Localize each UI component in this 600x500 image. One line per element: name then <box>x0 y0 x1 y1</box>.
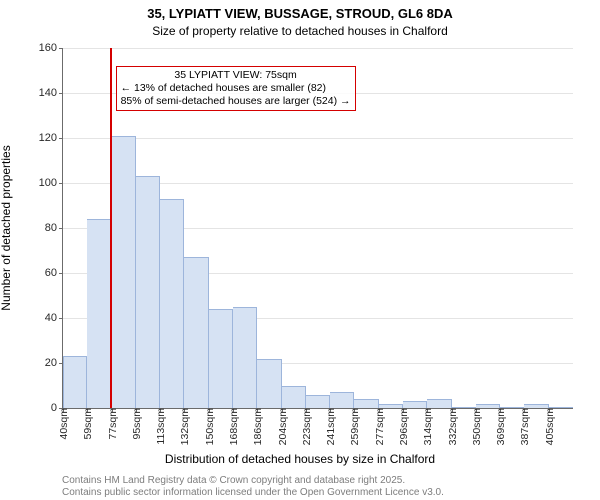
property-callout: 35 LYPIATT VIEW: 75sqm← 13% of detached … <box>116 66 356 111</box>
chart-subtitle: Size of property relative to detached ho… <box>0 24 600 38</box>
histogram-bar <box>354 399 378 408</box>
xtick-label: 332sqm <box>445 408 459 445</box>
xtick-label: 40sqm <box>56 408 70 440</box>
histogram-bar <box>136 176 160 408</box>
ytick-label: 20 <box>45 357 63 369</box>
ytick-label: 40 <box>45 312 63 324</box>
callout-line: ← 13% of detached houses are smaller (82… <box>121 82 351 95</box>
histogram-bar <box>330 392 354 408</box>
histogram-bar <box>476 404 500 409</box>
histogram-bar <box>184 257 208 408</box>
xtick-label: 277sqm <box>372 408 386 445</box>
histogram-bar <box>427 399 451 408</box>
histogram-bar <box>87 219 111 408</box>
xtick-label: 168sqm <box>226 408 240 445</box>
histogram-bar <box>500 407 524 408</box>
property-size-chart: 35, LYPIATT VIEW, BUSSAGE, STROUD, GL6 8… <box>0 0 600 500</box>
gridline-h <box>63 138 573 139</box>
y-axis-label: Number of detached properties <box>0 48 13 408</box>
histogram-bar <box>549 407 573 408</box>
histogram-bar <box>452 407 476 408</box>
histogram-bar <box>257 359 281 409</box>
footer-line-2: Contains public sector information licen… <box>62 487 444 498</box>
ytick-label: 120 <box>39 132 63 144</box>
xtick-label: 350sqm <box>469 408 483 445</box>
xtick-label: 223sqm <box>299 408 313 445</box>
xtick-label: 186sqm <box>250 408 264 445</box>
chart-title: 35, LYPIATT VIEW, BUSSAGE, STROUD, GL6 8… <box>0 6 600 21</box>
xtick-label: 369sqm <box>493 408 507 445</box>
property-marker-line <box>110 48 112 408</box>
xtick-label: 296sqm <box>396 408 410 445</box>
histogram-bar <box>379 404 403 409</box>
xtick-label: 241sqm <box>323 408 337 445</box>
histogram-bar <box>160 199 184 408</box>
ytick-label: 160 <box>39 42 63 54</box>
gridline-h <box>63 48 573 49</box>
footer-line-1: Contains HM Land Registry data © Crown c… <box>62 475 405 486</box>
histogram-bar <box>112 136 136 408</box>
ytick-label: 140 <box>39 87 63 99</box>
callout-line: 85% of semi-detached houses are larger (… <box>121 95 351 108</box>
ytick-label: 100 <box>39 177 63 189</box>
callout-line: 35 LYPIATT VIEW: 75sqm <box>121 69 351 82</box>
histogram-bar <box>63 356 87 408</box>
plot-area: 02040608010012014016040sqm59sqm77sqm95sq… <box>62 48 573 409</box>
xtick-label: 132sqm <box>177 408 191 445</box>
ytick-label: 80 <box>45 222 63 234</box>
xtick-label: 113sqm <box>153 408 167 445</box>
xtick-label: 314sqm <box>420 408 434 445</box>
xtick-label: 204sqm <box>275 408 289 445</box>
histogram-bar <box>524 404 548 409</box>
histogram-bar <box>306 395 330 409</box>
ytick-label: 60 <box>45 267 63 279</box>
x-axis-label: Distribution of detached houses by size … <box>0 452 600 466</box>
xtick-label: 59sqm <box>80 408 94 440</box>
xtick-label: 259sqm <box>347 408 361 445</box>
xtick-label: 95sqm <box>129 408 143 440</box>
histogram-bar <box>403 401 427 408</box>
xtick-label: 405sqm <box>542 408 556 445</box>
xtick-label: 77sqm <box>105 408 119 440</box>
xtick-label: 387sqm <box>517 408 531 445</box>
histogram-bar <box>209 309 233 408</box>
histogram-bar <box>233 307 257 408</box>
histogram-bar <box>282 386 306 409</box>
xtick-label: 150sqm <box>202 408 216 445</box>
